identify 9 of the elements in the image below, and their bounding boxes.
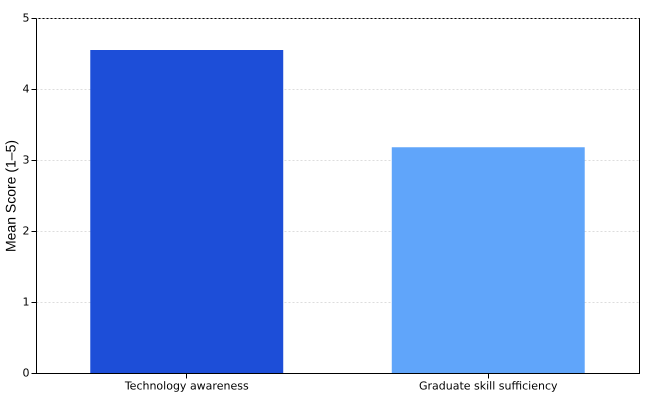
y-tick-label: 0 (22, 366, 30, 380)
y-tick-label: 3 (22, 154, 30, 166)
x-tick-label: Technology awareness (124, 380, 249, 392)
y-tick-label: 5 (22, 12, 30, 24)
y-tick-label: 1 (22, 296, 30, 308)
y-tick-label: 2 (22, 224, 30, 238)
y-tick-label: 4 (22, 82, 30, 96)
x-tick-label: Graduate skill sufficiency (418, 380, 558, 392)
y-axis-title: Mean Score (1–5) (2, 140, 18, 252)
